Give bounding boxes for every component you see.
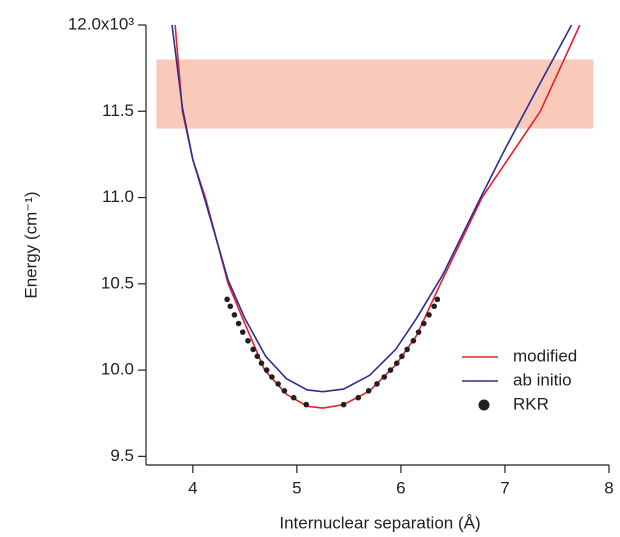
point	[224, 296, 230, 303]
x-tick-label: 7	[500, 478, 509, 497]
x-tick-label: 5	[292, 478, 301, 497]
line	[171, 24, 573, 393]
y-tick-label: 9.5	[110, 446, 134, 465]
legend-label: RKR	[513, 394, 549, 413]
point	[231, 312, 238, 318]
point	[239, 329, 246, 335]
point	[393, 360, 400, 366]
point	[263, 367, 270, 373]
point	[303, 401, 310, 408]
point	[434, 296, 441, 303]
y-tick-label: 10.5	[101, 273, 134, 292]
x-tick-label: 6	[396, 478, 405, 497]
point	[381, 374, 388, 380]
y-tick-label: 10.0	[101, 360, 134, 379]
shaded-region	[156, 59, 594, 129]
point	[365, 388, 372, 394]
x-tick-label: 4	[188, 478, 197, 497]
point	[340, 401, 347, 408]
legend-label: ab initio	[513, 370, 572, 389]
point	[254, 353, 261, 360]
x-axis-label: Internuclear separation (Å)	[279, 513, 480, 532]
point	[269, 374, 275, 380]
point	[410, 337, 417, 344]
y-tick-label: 11.5	[102, 101, 134, 120]
point	[245, 337, 251, 344]
point	[355, 394, 362, 401]
point	[399, 353, 405, 360]
point	[387, 367, 394, 373]
y-tick-label: 11.0	[102, 187, 134, 206]
x-tick-label: 8	[604, 478, 613, 497]
point	[281, 388, 288, 394]
legend-swatch	[478, 399, 490, 411]
point	[431, 303, 438, 310]
y-axis-label: Energy (cm⁻¹)	[21, 191, 40, 298]
point	[290, 394, 297, 401]
point	[415, 329, 422, 335]
point	[250, 346, 256, 353]
point	[426, 312, 432, 318]
point	[374, 381, 380, 387]
point	[235, 320, 242, 327]
point	[421, 320, 427, 327]
y-tick-label: 12.0x10³	[68, 14, 134, 33]
point	[404, 346, 410, 353]
point	[258, 360, 265, 366]
legend-label: modified	[513, 346, 577, 365]
point	[227, 303, 234, 310]
point	[275, 381, 281, 387]
